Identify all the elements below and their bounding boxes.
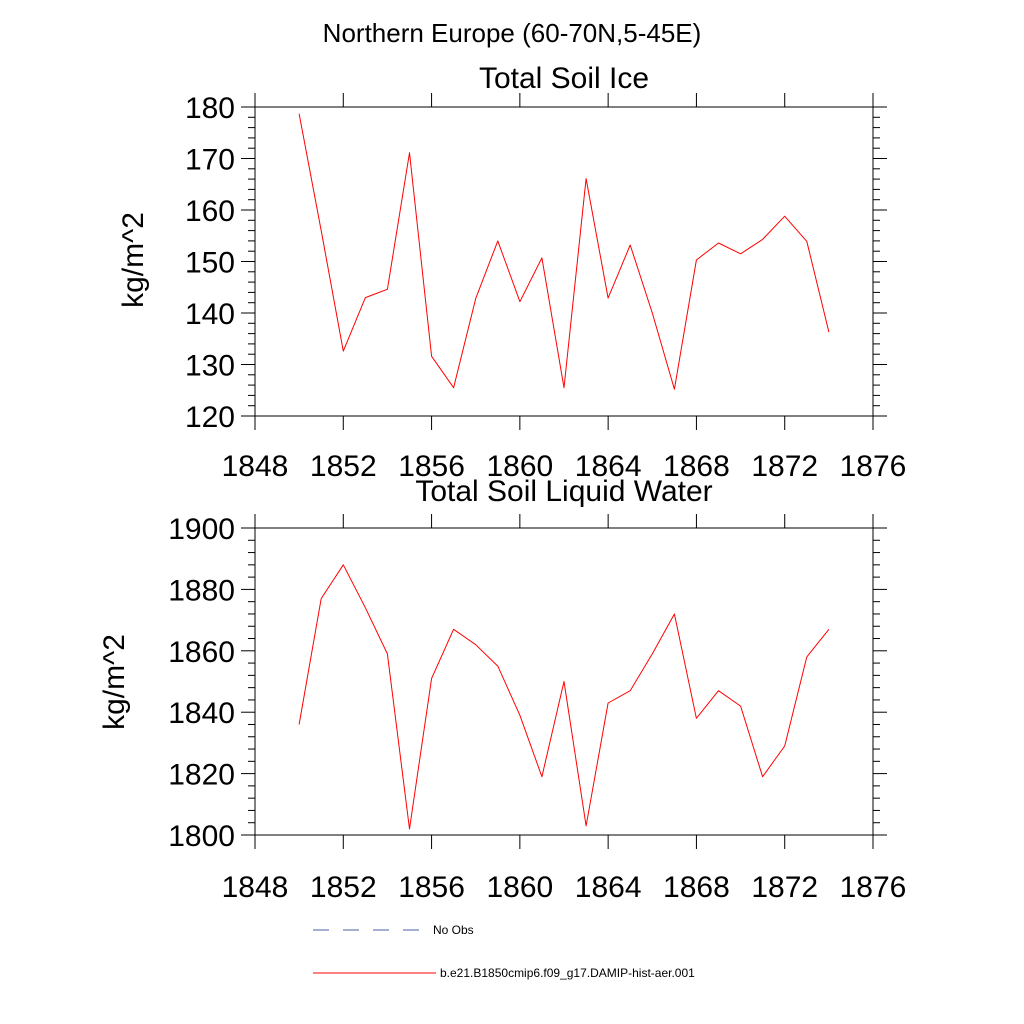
- page-title: Northern Europe (60-70N,5-45E): [323, 18, 702, 48]
- y-tick-label: 1800: [168, 820, 235, 853]
- y-axis-label: kg/m^2: [98, 634, 131, 730]
- y-tick-label: 1820: [168, 759, 235, 792]
- y-tick-label: 1880: [168, 574, 235, 607]
- legend: No Obs b.e21.B1850cmip6.f09_g17.DAMIP-hi…: [313, 923, 695, 980]
- y-tick-label: 120: [185, 401, 235, 434]
- y-tick-label: 1860: [168, 636, 235, 669]
- legend-item-no-obs: No Obs: [313, 923, 474, 937]
- y-tick-label: 1840: [168, 697, 235, 730]
- x-tick-label: 1856: [398, 450, 465, 483]
- chart-title: Total Soil Liquid Water: [415, 475, 712, 508]
- series-line: [298, 113, 830, 390]
- y-tick-label: 180: [185, 92, 235, 125]
- x-tick-label: 1876: [840, 871, 907, 904]
- x-tick-label: 1868: [663, 871, 730, 904]
- legend-label-model: b.e21.B1850cmip6.f09_g17.DAMIP-hist-aer.…: [440, 966, 695, 980]
- y-tick-label: 140: [185, 298, 235, 331]
- x-tick-label: 1856: [398, 871, 465, 904]
- x-tick-label: 1848: [222, 450, 289, 483]
- x-tick-label: 1848: [222, 871, 289, 904]
- y-axis-label: kg/m^2: [117, 212, 150, 308]
- x-tick-label: 1864: [575, 450, 642, 483]
- y-tick-label: 170: [185, 144, 235, 177]
- x-tick-label: 1872: [751, 450, 818, 483]
- x-tick-label: 1872: [751, 871, 818, 904]
- y-tick-label: 1900: [168, 513, 235, 546]
- x-tick-label: 1868: [663, 450, 730, 483]
- legend-item-model: b.e21.B1850cmip6.f09_g17.DAMIP-hist-aer.…: [313, 966, 695, 980]
- series-line: [298, 564, 830, 830]
- plot-frame: [254, 106, 874, 417]
- x-tick-label: 1852: [310, 450, 377, 483]
- x-tick-label: 1860: [486, 871, 553, 904]
- x-tick-label: 1852: [310, 871, 377, 904]
- chart-title: Total Soil Ice: [479, 62, 649, 95]
- chart-panel-soil-ice: Total Soil Ice kg/m^2 1848 1852 1856 1860 18…: [117, 62, 906, 483]
- y-tick-label: 130: [185, 350, 235, 383]
- y-tick-label: 160: [185, 195, 235, 228]
- x-tick-label: 1864: [575, 871, 642, 904]
- legend-label-no-obs: No Obs: [433, 923, 474, 937]
- x-tick-label: 1860: [486, 450, 553, 483]
- chart-panel-soil-liquid-water: Total Soil Liquid Water kg/m^2 1848 1852 1…: [98, 475, 906, 904]
- plot-frame: [254, 527, 874, 836]
- x-tick-label: 1876: [840, 450, 907, 483]
- y-tick-label: 150: [185, 247, 235, 280]
